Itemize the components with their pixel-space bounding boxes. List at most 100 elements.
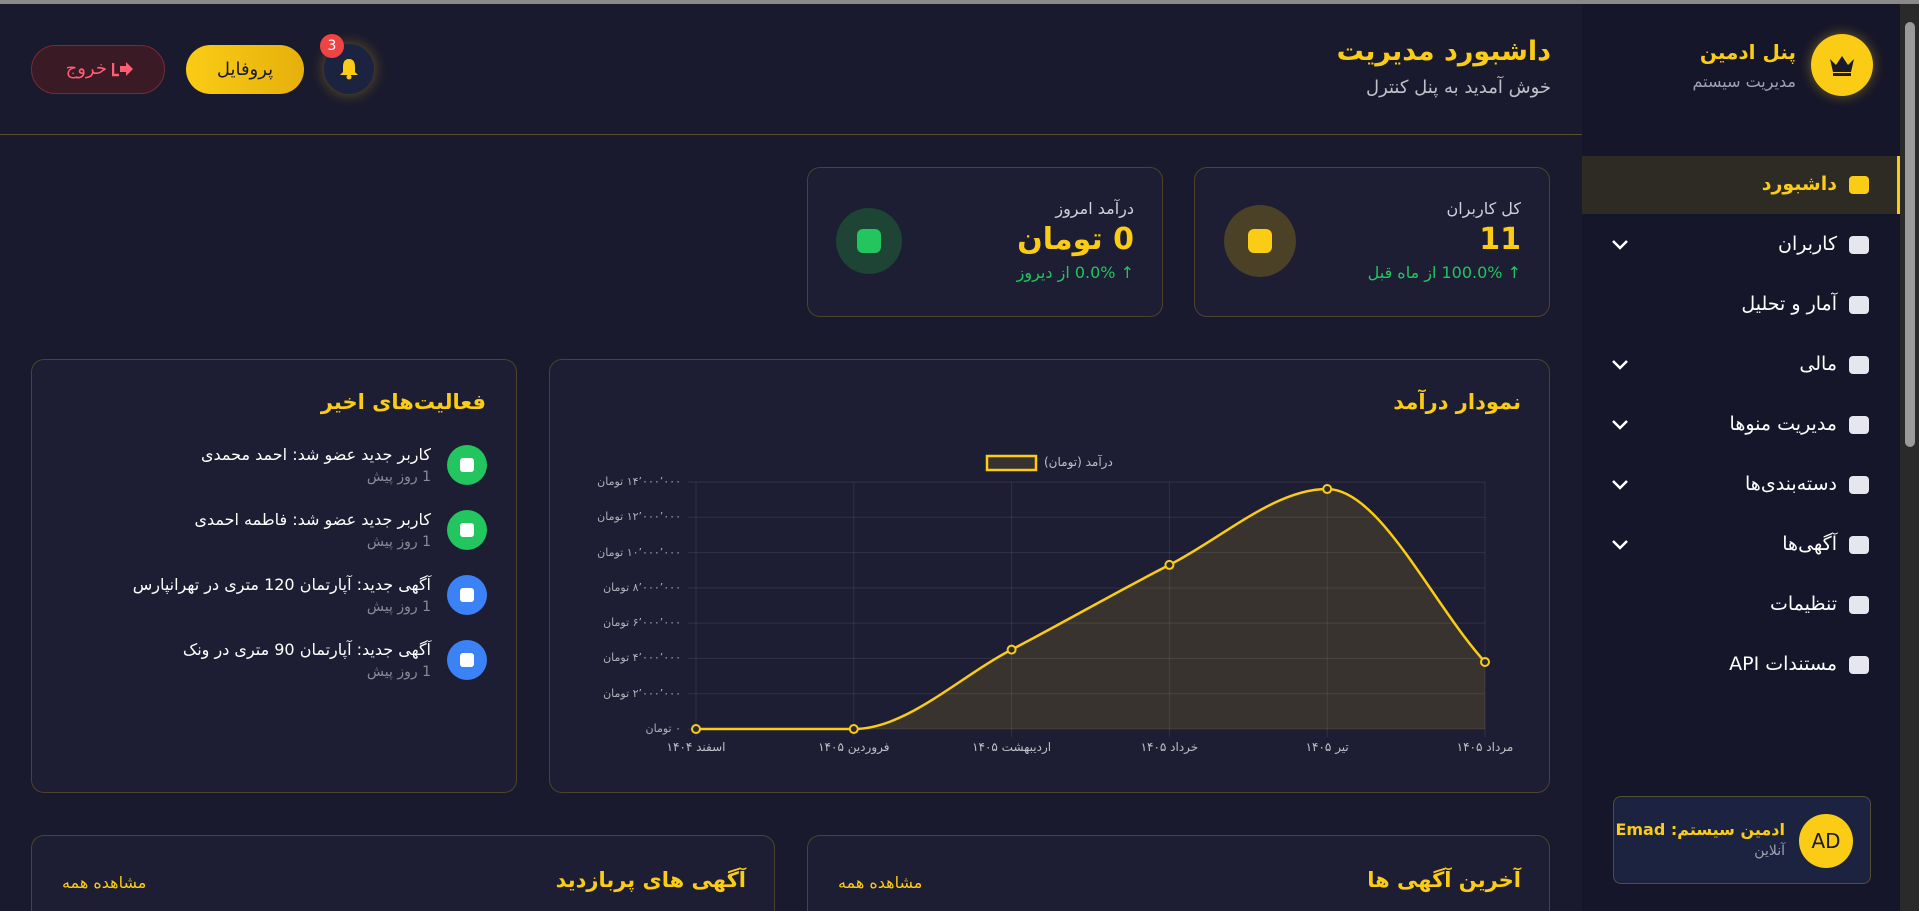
stat-change: ↑ 100.0% از ماه قبل (1367, 263, 1521, 282)
chart: ۰ تومان ۲٬۰۰۰٬۰۰۰ تومان ۴٬۰۰۰٬۰۰۰ تومان ۶٬۰… (549, 359, 1550, 793)
chart-card (549, 359, 1550, 793)
stat-icon-glyph (1248, 229, 1272, 253)
activity-icon-glyph (460, 458, 474, 472)
panel-title: آگهی های پربازدید (555, 868, 746, 892)
activities-card (31, 359, 517, 793)
point (1480, 656, 1490, 667)
menu-icon (1849, 236, 1869, 254)
user-avatar: AD (1799, 814, 1853, 868)
panel-title: آخرین آگهی ها (1367, 868, 1521, 892)
page-subtitle: خوش آمدید به پنل کنترل (1365, 77, 1551, 98)
y-tick-label: ۶٬۰۰۰٬۰۰۰ تومان (603, 616, 681, 630)
logout-icon (112, 62, 133, 77)
menu-chevron[interactable] (1610, 238, 1630, 252)
user-status: آنلاین (1754, 843, 1785, 859)
menu-icon (1849, 656, 1869, 674)
stat-change: ↑ 0.0% از دیروز (1016, 263, 1134, 282)
x-tick-label: مرداد ۱۴۰۵ (1456, 740, 1514, 754)
page-title: داشبورد مدیریت (1336, 36, 1551, 67)
menu-icon (1849, 476, 1869, 494)
menu-item[interactable]: کاربران (1777, 233, 1837, 255)
header-border (0, 134, 1582, 135)
user-name: ادمین سیستم: Emad (1615, 820, 1785, 839)
activity-text: کاربر جدید عضو شد: احمد محمدی (200, 445, 431, 464)
activity-time: 1 روز پیش (366, 664, 431, 680)
activity-time: 1 روز پیش (366, 469, 431, 485)
menu-icon (1849, 596, 1869, 614)
brand-subtitle: مدیریت سیستم (1692, 72, 1796, 91)
menu-active-bar (1897, 156, 1900, 214)
menu-chevron[interactable] (1610, 418, 1630, 432)
sidebar (1582, 4, 1900, 911)
panel-link[interactable]: مشاهده همه (62, 873, 147, 892)
brand-title: پنل ادمین (1699, 40, 1796, 64)
menu-item[interactable]: آگهی‌ها (1782, 533, 1837, 555)
y-tick-label: ۴٬۰۰۰٬۰۰۰ تومان (603, 651, 681, 665)
activity-icon-glyph (460, 523, 474, 537)
panel-card (807, 835, 1550, 911)
menu-item[interactable]: تنظیمات (1769, 593, 1837, 615)
y-tick-label: ۸٬۰۰۰٬۰۰۰ تومان (603, 580, 681, 594)
menu-item[interactable]: آمار و تحلیل (1741, 293, 1837, 315)
menu-item[interactable]: مالی (1799, 353, 1837, 375)
chevron-path (1612, 540, 1628, 550)
menu-chevron[interactable] (1610, 358, 1630, 372)
activity-text: آگهی جدید: آپارتمان 90 متری در ونک (182, 640, 431, 659)
stat-icon-glyph (857, 229, 881, 253)
point (848, 724, 859, 734)
stat-value: 0 تومان (1017, 222, 1134, 257)
menu-active-bg (1582, 156, 1900, 214)
menu-icon (1849, 536, 1869, 554)
legend-swatch (985, 454, 1038, 472)
stat-label: درآمد امروز (1055, 199, 1134, 218)
x-tick-label: اسفند ۱۴۰۴ (666, 740, 726, 754)
y-tick-label: ۲٬۰۰۰٬۰۰۰ تومان (603, 686, 681, 700)
chart-title: نمودار درآمد (1393, 390, 1521, 414)
scrollbar-thumb[interactable] (1905, 22, 1915, 447)
y-tick-label: ۰ تومان (645, 722, 681, 735)
menu-chevron[interactable] (1610, 538, 1630, 552)
menu-item[interactable]: دسته‌بندی‌ها (1745, 473, 1837, 495)
legend-label: درآمد (تومان) (1044, 455, 1113, 469)
point (691, 724, 701, 734)
activity-time: 1 روز پیش (366, 534, 431, 550)
chevron-path (1612, 420, 1628, 430)
panel-card (31, 835, 775, 911)
point (1006, 644, 1017, 655)
panel-link[interactable]: مشاهده همه (838, 873, 923, 892)
activity-time: 1 روز پیش (366, 599, 431, 615)
activity-text: کاربر جدید عضو شد: فاطمه احمدی (194, 510, 431, 529)
bell-icon (340, 59, 358, 80)
plot (688, 454, 1490, 737)
area (696, 489, 1485, 729)
activity-text: آگهی جدید: آپارتمان 120 متری در تهرانپار… (132, 575, 431, 594)
chevron-path (1612, 480, 1628, 490)
chevron-path (1612, 240, 1628, 250)
menu-item[interactable]: داشبورد (1761, 173, 1837, 195)
x-tick-label: اردیبهشت ۱۴۰۵ (972, 740, 1052, 754)
activities-title: فعالیت‌های اخیر (320, 390, 486, 414)
profile-button[interactable]: پروفایل (186, 45, 304, 94)
menu-item[interactable]: مستندات API (1729, 653, 1837, 675)
notification-badge: 3 (320, 34, 344, 58)
activity-icon-glyph (460, 653, 474, 667)
x-tick-label: فروردین ۱۴۰۵ (818, 740, 890, 754)
menu-chevron[interactable] (1610, 478, 1630, 492)
menu-icon (1849, 356, 1869, 374)
logout-label: خروج (65, 58, 107, 79)
activity-icon-glyph (460, 588, 474, 602)
point (1322, 484, 1333, 495)
point (1164, 559, 1175, 570)
brand-logo (1811, 34, 1873, 96)
x-tick-label: خرداد ۱۴۰۵ (1140, 740, 1199, 754)
stat-label: کل کاربران (1446, 199, 1521, 218)
logout-button[interactable] (31, 45, 165, 94)
menu-icon (1849, 296, 1869, 314)
menu-icon (1849, 416, 1869, 434)
window-edge (0, 0, 1919, 4)
y-tick-label: ۱۲٬۰۰۰٬۰۰۰ تومان (597, 510, 681, 524)
menu-item[interactable]: مدیریت منوها (1729, 413, 1837, 435)
chevron-path (1612, 360, 1628, 370)
y-tick-label: ۱۴٬۰۰۰٬۰۰۰ تومان (597, 475, 681, 488)
